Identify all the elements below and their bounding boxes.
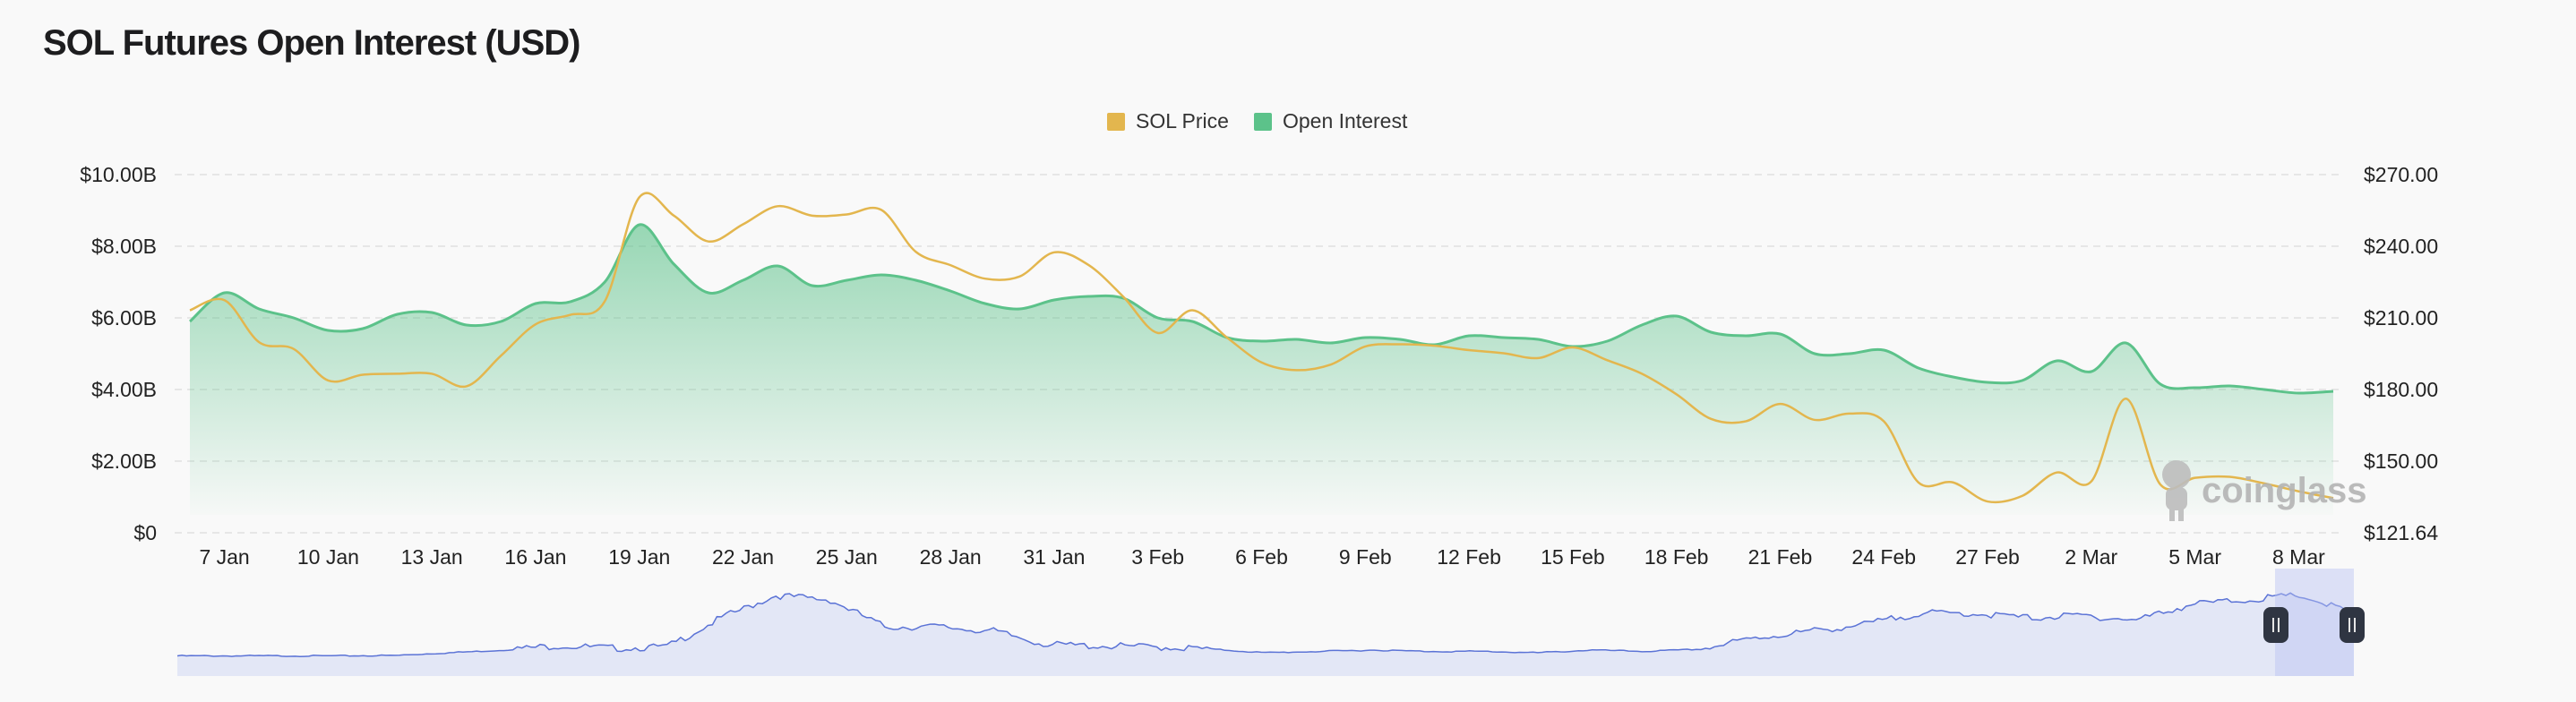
sol-price-line <box>189 192 2334 504</box>
navigator-handle-left[interactable] <box>2263 607 2288 643</box>
x-axis-tick-label: 25 Jan <box>816 545 878 569</box>
left-axis-tick-label: $6.00B <box>91 306 157 330</box>
left-axis-tick-label: $2.00B <box>91 449 157 473</box>
x-axis-tick-label: 6 Feb <box>1235 545 1288 569</box>
x-axis-tick-label: 13 Jan <box>401 545 463 569</box>
x-axis-tick-label: 16 Jan <box>504 545 566 569</box>
chart-title: SOL Futures Open Interest (USD) <box>43 23 580 63</box>
left-axis-ticks: $0 $2.00B $4.00B $6.00B $8.00B $10.00B <box>80 163 157 544</box>
open-interest-line <box>188 223 2334 395</box>
navigator[interactable] <box>176 569 2365 676</box>
navigator-line <box>176 592 2355 657</box>
x-axis-tick-label: 28 Jan <box>920 545 982 569</box>
left-axis-tick-label: $0 <box>133 521 157 544</box>
coinglass-logo-icon <box>2162 460 2191 521</box>
x-axis-ticks: 7 Jan 10 Jan 13 Jan 16 Jan 19 Jan 22 Jan 25 Ja… <box>199 545 2325 569</box>
legend-item-open-interest[interactable]: Open Interest <box>1253 109 1408 133</box>
x-axis-tick-label: 22 Jan <box>712 545 774 569</box>
right-axis-ticks: $121.64 $150.00 $180.00 $210.00 $240.00 $270.… <box>2364 163 2438 544</box>
open-interest-area <box>190 224 2333 515</box>
x-axis-tick-label: 3 Feb <box>1131 545 1184 569</box>
legend-swatch-open-interest <box>1253 112 1272 131</box>
x-axis-tick-label: 8 Mar <box>2272 545 2325 569</box>
x-axis-tick-label: 7 Jan <box>199 545 249 569</box>
right-axis-tick-label: $121.64 <box>2364 521 2438 544</box>
left-axis-tick-label: $8.00B <box>91 235 157 258</box>
coinglass-watermark: coinglass <box>2157 455 2367 526</box>
x-axis-tick-label: 10 Jan <box>297 545 359 569</box>
x-axis-tick-label: 5 Mar <box>2168 545 2221 569</box>
x-axis-tick-label: 12 Feb <box>1437 545 1501 569</box>
navigator-area <box>177 593 2354 676</box>
x-axis-tick-label: 15 Feb <box>1541 545 1605 569</box>
x-axis-tick-label: 21 Feb <box>1748 545 1813 569</box>
legend-swatch-sol-price <box>1107 112 1125 131</box>
x-axis-tick-label: 19 Jan <box>608 545 670 569</box>
x-axis-tick-label: 27 Feb <box>1955 545 2020 569</box>
right-axis-tick-label: $180.00 <box>2364 378 2438 401</box>
left-axis-tick-label: $10.00B <box>80 163 157 186</box>
x-axis-tick-label: 24 Feb <box>1851 545 1916 569</box>
x-axis-tick-label: 31 Jan <box>1023 545 1085 569</box>
legend-item-sol-price[interactable]: SOL Price <box>1107 109 1229 133</box>
right-axis-tick-label: $210.00 <box>2364 306 2438 330</box>
legend-label-open-interest: Open Interest <box>1282 109 1408 133</box>
right-axis-tick-label: $240.00 <box>2364 235 2438 258</box>
x-axis-tick-label: 9 Feb <box>1339 545 1392 569</box>
left-axis-tick-label: $4.00B <box>91 378 157 401</box>
right-axis-tick-label: $270.00 <box>2364 163 2438 186</box>
x-axis-tick-label: 18 Feb <box>1644 545 1709 569</box>
legend: SOL Price Open Interest <box>1107 109 1407 133</box>
legend-label-sol-price: SOL Price <box>1136 109 1229 133</box>
watermark-text: coinglass <box>2202 470 2367 510</box>
right-axis-tick-label: $150.00 <box>2364 449 2438 473</box>
navigator-handle-right[interactable] <box>2340 607 2365 643</box>
x-axis-tick-label: 2 Mar <box>2065 545 2117 569</box>
